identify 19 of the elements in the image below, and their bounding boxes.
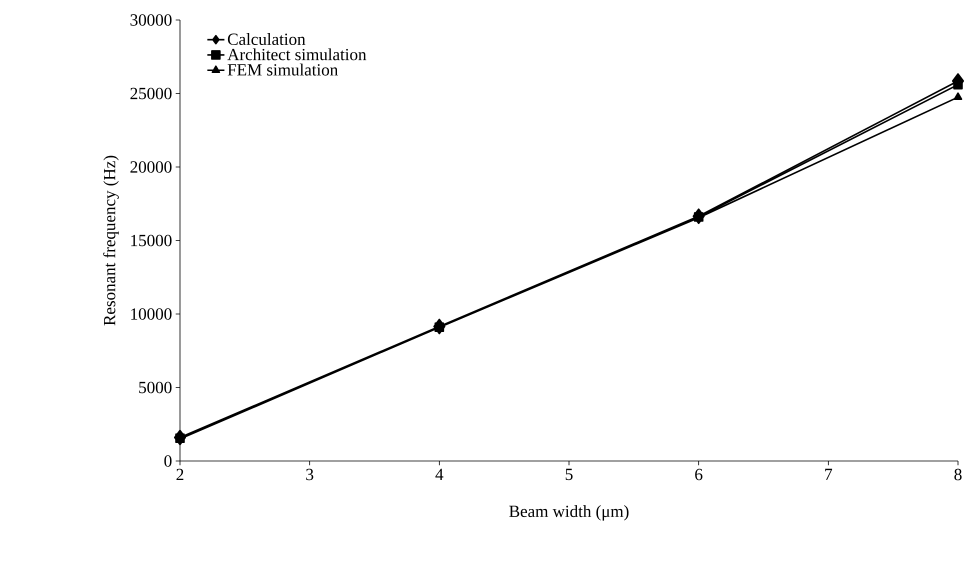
y-tick-label: 20000 — [130, 161, 172, 173]
y-axis-title: Resonant frequency (Hz) — [103, 156, 119, 326]
x-tick-label: 8 — [954, 468, 962, 480]
x-tick-label: 3 — [306, 468, 314, 480]
x-axis-title: Beam width (μm) — [509, 505, 629, 521]
x-tick-label: 4 — [435, 468, 444, 480]
legend-label: Architect simulation — [227, 48, 366, 60]
x-tick-label: 6 — [695, 468, 702, 480]
y-tick-label: 25000 — [130, 88, 172, 100]
legend-label: Calculation — [228, 33, 306, 45]
y-tick-label: 15000 — [131, 234, 172, 246]
y-tick-label: 5000 — [139, 382, 172, 394]
x-tick-label: 7 — [825, 468, 832, 480]
y-tick-label: 0 — [164, 455, 172, 467]
x-tick-label: 5 — [566, 468, 573, 480]
x-tick-label: 2 — [176, 468, 184, 480]
y-tick-label: 30000 — [130, 14, 172, 26]
legend-label: FEM simulation — [228, 64, 338, 76]
y-tick-label: 10000 — [131, 308, 172, 320]
